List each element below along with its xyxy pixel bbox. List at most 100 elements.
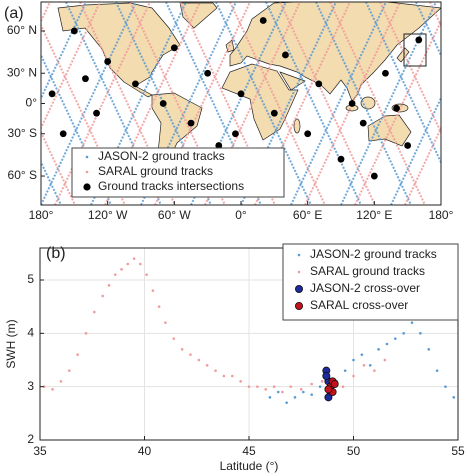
x-tick-label: 55 [451,444,465,458]
data-point [67,369,71,372]
cross-over-point [330,379,339,388]
data-point [341,385,345,388]
intersection-point [104,58,112,65]
legend-marker [297,270,301,274]
data-point [42,385,46,388]
ground-track [390,95,441,205]
intersection-point [93,109,100,117]
data-point [93,310,96,314]
data-point [310,382,314,386]
ground-track [41,2,87,101]
x-tick-label: 40 [138,444,152,458]
ground-track [154,2,251,205]
intersection-point [404,142,412,149]
intersection-point [282,51,289,59]
legend-label: JASON-2 ground tracks [310,247,437,261]
y-tick-label: 5 [27,272,34,286]
intersection-point [315,80,323,88]
ground-track [215,2,312,205]
legend-marker [294,284,303,293]
data-point [435,369,439,372]
legend-marker [85,170,89,174]
data-point [385,342,389,346]
cross-over-point [324,393,333,402]
data-point [444,385,447,388]
ground-track [254,2,351,205]
data-point [222,374,226,378]
data-point [276,390,280,394]
y-tick-label: 4 [27,326,34,340]
ground-track [440,202,441,205]
legend-label: SARAL ground tracks [98,164,213,178]
x-tick-label: 180° [429,208,454,222]
x-tick-label: 60° E [293,208,322,222]
points [42,257,456,404]
data-point [289,385,293,388]
ground-track [315,2,412,205]
data-point [197,358,201,362]
legend-marker [83,183,91,191]
data-point [239,380,242,383]
data-point [247,385,251,388]
intersection-point [259,17,267,24]
data-point [299,388,303,391]
ground-track [104,2,201,205]
intersection-point [59,130,67,138]
ground-track [240,2,337,205]
x-tick-label: 60° W [158,208,191,222]
intersection-point [215,142,223,149]
data-point [419,332,422,335]
data-point [113,273,117,276]
intersection-point [170,44,178,52]
data-point [352,374,355,378]
legend-marker [297,253,301,257]
ground-track [379,2,441,135]
ground-track [329,2,426,205]
data-point [377,348,380,351]
data-point [164,321,167,324]
data-point [268,396,272,399]
data-point [427,348,431,351]
intersection-point [159,100,167,107]
data-point [189,353,192,356]
legend-marker [85,155,89,159]
ground-track [279,2,376,205]
y-tick-label: 30° S [8,126,37,140]
intersection-point [382,69,389,77]
data-point [76,353,79,356]
x-tick-label: 35 [33,444,47,458]
cross-over-point [322,371,331,380]
y-tick-label: 0° [26,96,38,110]
y-tick-label: 3 [27,379,34,393]
data-point [132,257,136,260]
intersection-point [132,80,139,88]
data-point [373,369,376,372]
legend-label: SARAL ground tracks [310,264,425,278]
x-tick-label: 120° E [356,208,392,222]
ground-track [41,129,76,205]
ground-track [41,159,62,205]
ground-track [340,2,437,205]
intersection-point [370,172,378,180]
intersection-point [348,100,356,107]
data-point [360,353,364,356]
data-point [343,369,347,372]
data-point [352,358,355,362]
data-point [214,369,217,372]
intersection-point [82,75,89,83]
data-point [302,390,305,394]
data-point [139,262,142,266]
data-point [145,273,148,276]
x-tick-label: 45 [242,444,256,458]
ground-track [265,2,362,205]
panel-label: (b) [46,245,66,262]
intersection-point [187,119,195,127]
x-tick-label: 180° [29,208,54,222]
legend-box [71,147,285,198]
data-point [362,364,366,367]
ground-track [190,2,287,205]
legend-label: SARAL cross-over [310,298,408,312]
data-point [151,289,155,292]
y-tick-label: 60° N [7,23,37,37]
